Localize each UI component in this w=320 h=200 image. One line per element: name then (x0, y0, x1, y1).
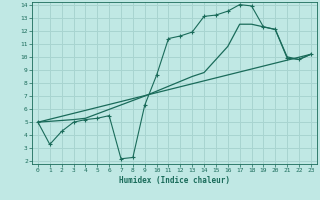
X-axis label: Humidex (Indice chaleur): Humidex (Indice chaleur) (119, 176, 230, 185)
